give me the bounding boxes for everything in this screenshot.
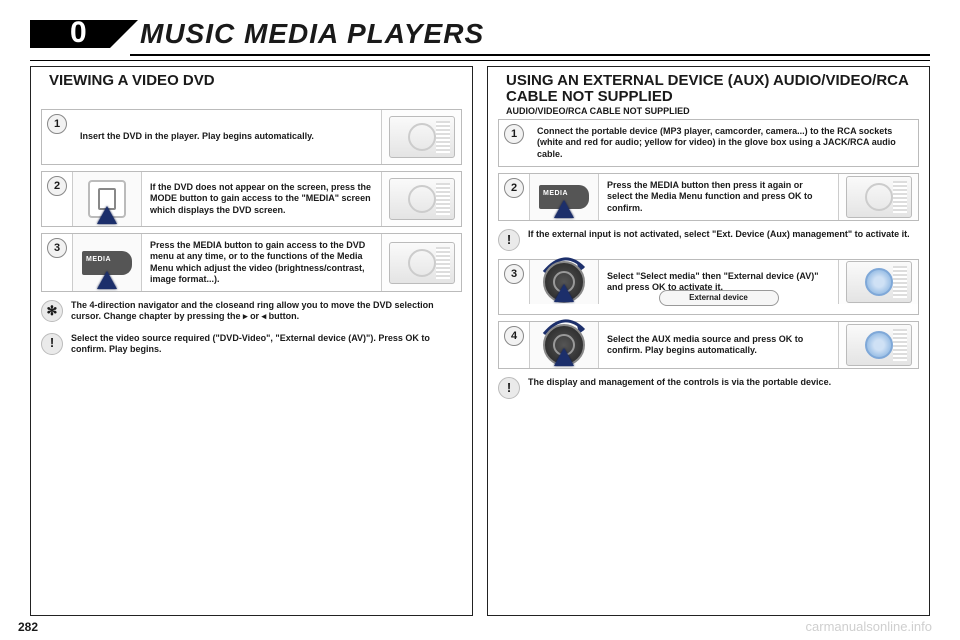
right-step-2: 2 Press the MEDIA button then press it a…: [498, 173, 919, 221]
step-image: [381, 110, 461, 164]
note-text: The display and management of the contro…: [528, 377, 831, 388]
step-image: [838, 260, 918, 304]
left-step-3: 3 Press the MEDIA button to gain access …: [41, 233, 462, 292]
right-step-4: 4 Select the AUX media source and press …: [498, 321, 919, 369]
console-highlight-icon: [846, 324, 912, 366]
step-number-col: 3: [499, 260, 529, 304]
step-image: [381, 172, 461, 226]
title-rule: [30, 54, 930, 56]
right-note-display: ! The display and management of the cont…: [498, 375, 919, 401]
arrow-up-icon: [554, 200, 574, 218]
left-step-1: 1 Insert the DVD in the player. Play beg…: [41, 109, 462, 165]
step-text: Select the AUX media source and press OK…: [599, 322, 838, 368]
external-device-pill: External device: [659, 290, 779, 306]
left-panel: VIEWING A VIDEO DVD 1 Insert the DVD in …: [30, 66, 473, 616]
console-icon: [846, 176, 912, 218]
arrow-up-icon: [97, 206, 117, 224]
step-number-col: 3: [42, 234, 72, 291]
step-icon: [529, 322, 599, 368]
step-icon: [72, 234, 142, 291]
bang-icon: !: [41, 333, 63, 355]
right-step-1: 1 Connect the portable device (MP3 playe…: [498, 119, 919, 167]
step-number-col: 4: [499, 322, 529, 368]
arrow-up-icon: [97, 271, 117, 289]
step-number: 2: [47, 176, 67, 196]
left-note-nav: ✻ The 4-direction navigator and the clos…: [41, 298, 462, 325]
step-text: Press the MEDIA button then press it aga…: [599, 174, 838, 220]
arrow-up-icon: [554, 348, 574, 366]
step-text: Insert the DVD in the player. Play begin…: [72, 110, 381, 164]
page-title: MUSIC MEDIA PLAYERS: [140, 18, 484, 50]
step-image: [381, 234, 461, 291]
console-icon: [389, 178, 455, 220]
step-image: [838, 322, 918, 368]
bang-icon: !: [498, 229, 520, 251]
step-text: If the DVD does not appear on the screen…: [142, 172, 381, 226]
step-number-col: 1: [499, 120, 529, 166]
header: 07 MUSIC MEDIA PLAYERS: [30, 20, 930, 70]
step-text: Press the MEDIA button to gain access to…: [142, 234, 381, 291]
step-number: 1: [504, 124, 524, 144]
columns: VIEWING A VIDEO DVD 1 Insert the DVD in …: [30, 66, 930, 616]
watermark: carmanualsonline.info: [806, 619, 932, 634]
right-title-main: USING AN EXTERNAL DEVICE (AUX) AUDIO/VID…: [506, 72, 908, 105]
step-number: 1: [47, 114, 67, 134]
step-number: 3: [504, 264, 524, 284]
dvd-player-icon: [389, 116, 455, 158]
step-icon: [529, 260, 599, 304]
star-icon: ✻: [41, 300, 63, 322]
console-highlight-icon: [846, 261, 912, 303]
arrow-up-icon: [554, 284, 574, 302]
step-number-col: 2: [499, 174, 529, 220]
left-note-select: ! Select the video source required ("DVD…: [41, 331, 462, 358]
step-image: [838, 174, 918, 220]
right-panel: USING AN EXTERNAL DEVICE (AUX) AUDIO/VID…: [487, 66, 930, 616]
right-panel-title: USING AN EXTERNAL DEVICE (AUX) AUDIO/VID…: [506, 73, 919, 116]
left-step-2: 2 If the DVD does not appear on the scre…: [41, 171, 462, 227]
chapter-prefix: 0: [70, 16, 88, 49]
console-icon: [389, 242, 455, 284]
right-note-activate: ! If the external input is not activated…: [498, 227, 919, 253]
note-text: The 4-direction navigator and the closea…: [71, 300, 458, 323]
bang-icon: !: [498, 377, 520, 399]
step-icon: [72, 172, 142, 226]
right-step-3: 3 Select "Select media" then "External d…: [498, 259, 919, 315]
note-text: If the external input is not activated, …: [528, 229, 910, 240]
right-title-sub: AUDIO/VIDEO/RCA CABLE NOT SUPPLIED: [506, 107, 919, 116]
step-text: Connect the portable device (MP3 player,…: [529, 120, 918, 166]
page: 07 MUSIC MEDIA PLAYERS VIEWING A VIDEO D…: [0, 0, 960, 640]
step-icon: [529, 174, 599, 220]
step-text-wrap: Select "Select media" then "External dev…: [599, 260, 838, 304]
chapter-main: 7: [88, 16, 106, 49]
title-thin-rule: [30, 60, 930, 61]
step-number: 4: [504, 326, 524, 346]
step-number-col: 2: [42, 172, 72, 226]
step-number: 3: [47, 238, 67, 258]
step-number-col: 1: [42, 110, 72, 164]
page-number: 282: [18, 620, 38, 634]
chapter-number: 07: [70, 16, 105, 50]
note-text: Select the video source required ("DVD-V…: [71, 333, 458, 356]
left-panel-title: VIEWING A VIDEO DVD: [49, 73, 462, 89]
step-number: 2: [504, 178, 524, 198]
